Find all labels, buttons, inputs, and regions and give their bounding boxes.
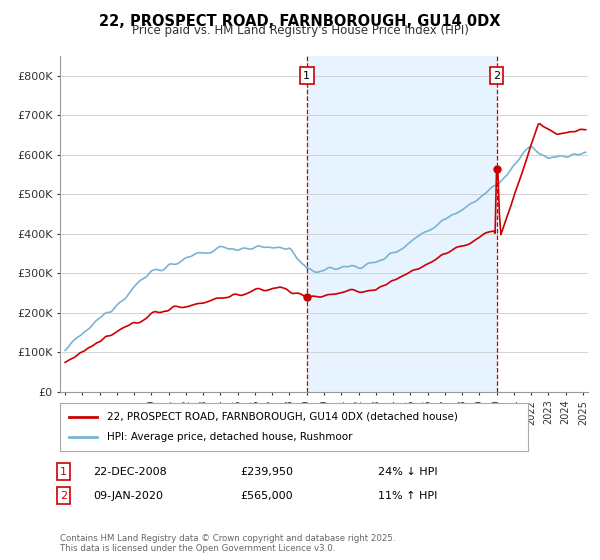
Text: 09-JAN-2020: 09-JAN-2020 [93,491,163,501]
Bar [307,56,497,392]
Text: £565,000: £565,000 [240,491,293,501]
Text: 11% ↑ HPI: 11% ↑ HPI [378,491,437,501]
Text: 1: 1 [303,71,310,81]
Text: 2: 2 [493,71,500,81]
Text: 22, PROSPECT ROAD, FARNBOROUGH, GU14 0DX (detached house): 22, PROSPECT ROAD, FARNBOROUGH, GU14 0DX… [107,412,458,422]
Text: 22, PROSPECT ROAD, FARNBOROUGH, GU14 0DX: 22, PROSPECT ROAD, FARNBOROUGH, GU14 0DX [99,14,501,29]
Text: £239,950: £239,950 [240,466,293,477]
Text: 22-DEC-2008: 22-DEC-2008 [93,466,167,477]
Text: 24% ↓ HPI: 24% ↓ HPI [378,466,437,477]
Text: Price paid vs. HM Land Registry's House Price Index (HPI): Price paid vs. HM Land Registry's House … [131,24,469,36]
Text: HPI: Average price, detached house, Rushmoor: HPI: Average price, detached house, Rush… [107,432,352,442]
Text: 2: 2 [60,491,67,501]
Text: 1: 1 [60,466,67,477]
Text: Contains HM Land Registry data © Crown copyright and database right 2025.
This d: Contains HM Land Registry data © Crown c… [60,534,395,553]
